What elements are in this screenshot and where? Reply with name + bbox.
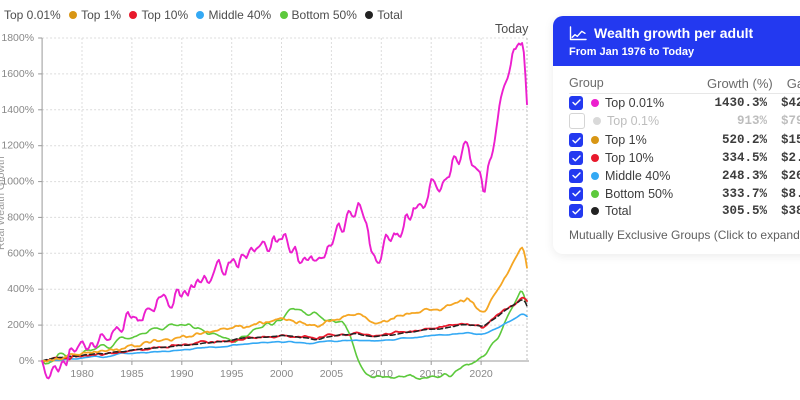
svg-text:1000%: 1000%	[1, 176, 34, 188]
svg-text:800%: 800%	[7, 211, 34, 223]
svg-text:1980: 1980	[70, 368, 94, 380]
svg-text:1990: 1990	[170, 368, 194, 380]
svg-text:2005: 2005	[320, 368, 344, 380]
svg-text:1800%: 1800%	[1, 32, 34, 44]
svg-text:200%: 200%	[7, 319, 34, 331]
svg-text:0%: 0%	[19, 355, 34, 367]
svg-text:1600%: 1600%	[1, 68, 34, 80]
svg-text:1200%: 1200%	[1, 140, 34, 152]
svg-text:1985: 1985	[120, 368, 144, 380]
svg-text:2000: 2000	[270, 368, 294, 380]
svg-text:400%: 400%	[7, 283, 34, 295]
svg-text:2020: 2020	[469, 368, 493, 380]
svg-text:600%: 600%	[7, 247, 34, 259]
svg-text:1400%: 1400%	[1, 104, 34, 116]
svg-text:1995: 1995	[220, 368, 244, 380]
